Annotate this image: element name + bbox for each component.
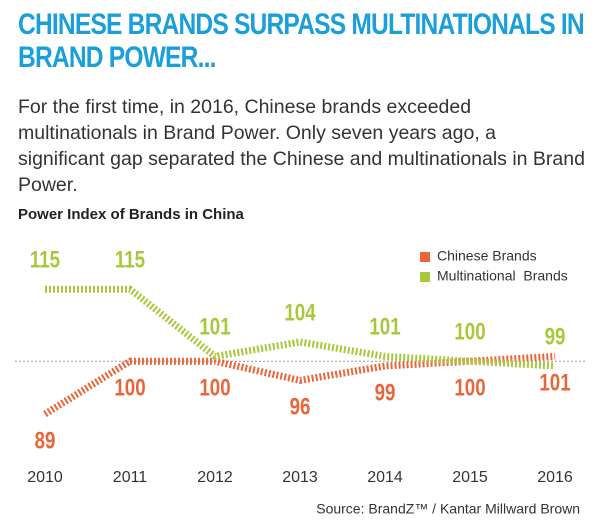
chart-title: CHINESE BRANDS SURPASS MULTINATIONALS IN… bbox=[18, 8, 585, 74]
chart-subtitle: Power Index of Brands in China bbox=[18, 206, 244, 223]
data-label: 99 bbox=[375, 379, 396, 406]
data-label: 115 bbox=[30, 246, 60, 273]
x-tick-label: 2016 bbox=[537, 469, 573, 486]
data-label: 100 bbox=[114, 374, 145, 401]
legend-label: Chinese Brands bbox=[437, 248, 537, 264]
data-label: 115 bbox=[115, 246, 145, 273]
data-label: 100 bbox=[199, 374, 230, 401]
data-label: 100 bbox=[454, 374, 485, 401]
series-line bbox=[43, 352, 556, 417]
data-label: 89 bbox=[35, 427, 56, 454]
data-label: 101 bbox=[369, 314, 400, 341]
x-tick-label: 2010 bbox=[27, 469, 63, 486]
x-tick-label: 2012 bbox=[197, 469, 233, 486]
subtitle: For the first time, in 2016, Chinese bra… bbox=[18, 96, 585, 196]
x-tick-label: 2014 bbox=[367, 469, 403, 486]
data-label: 101 bbox=[199, 314, 230, 341]
legend-swatch bbox=[420, 272, 430, 282]
data-label: 96 bbox=[290, 394, 311, 421]
legend-label: Multinational Brands bbox=[437, 268, 568, 284]
data-label: 99 bbox=[545, 323, 566, 350]
data-label: 100 bbox=[454, 318, 485, 345]
x-tick-label: 2011 bbox=[113, 469, 148, 486]
x-tick-label: 2013 bbox=[282, 469, 318, 486]
data-label: 101 bbox=[539, 370, 570, 397]
data-label: 104 bbox=[284, 299, 315, 326]
x-tick-label: 2015 bbox=[452, 469, 488, 486]
source: Source: BrandZ™ / Kantar Millward Brown bbox=[316, 501, 580, 517]
series-line bbox=[45, 285, 556, 370]
title-line: CHINESE BRANDS SURPASS MULTINATIONALS IN bbox=[18, 8, 585, 41]
legend-swatch bbox=[420, 252, 430, 262]
title-line: BRAND POWER... bbox=[18, 41, 216, 74]
